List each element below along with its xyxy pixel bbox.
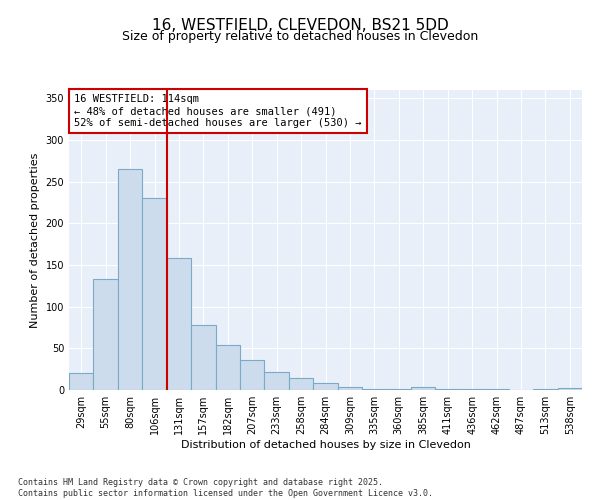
Bar [69, 374, 94, 390]
Bar [313, 382, 338, 390]
X-axis label: Distribution of detached houses by size in Clevedon: Distribution of detached houses by size … [181, 440, 470, 450]
Bar [338, 386, 362, 390]
Bar [265, 372, 289, 390]
Bar [142, 198, 167, 390]
Text: 16, WESTFIELD, CLEVEDON, BS21 5DD: 16, WESTFIELD, CLEVEDON, BS21 5DD [152, 18, 448, 32]
Bar [94, 279, 118, 390]
Bar [436, 389, 460, 390]
Bar [460, 389, 484, 390]
Text: 16 WESTFIELD: 114sqm
← 48% of detached houses are smaller (491)
52% of semi-deta: 16 WESTFIELD: 114sqm ← 48% of detached h… [74, 94, 362, 128]
Bar [484, 389, 509, 390]
Bar [557, 388, 582, 390]
Bar [215, 345, 240, 390]
Bar [118, 169, 142, 390]
Bar [411, 386, 436, 390]
Bar [289, 378, 313, 390]
Bar [191, 325, 215, 390]
Y-axis label: Number of detached properties: Number of detached properties [30, 152, 40, 328]
Text: Contains HM Land Registry data © Crown copyright and database right 2025.
Contai: Contains HM Land Registry data © Crown c… [18, 478, 433, 498]
Bar [167, 258, 191, 390]
Bar [386, 389, 411, 390]
Bar [362, 389, 386, 390]
Bar [240, 360, 265, 390]
Bar [533, 389, 557, 390]
Text: Size of property relative to detached houses in Clevedon: Size of property relative to detached ho… [122, 30, 478, 43]
